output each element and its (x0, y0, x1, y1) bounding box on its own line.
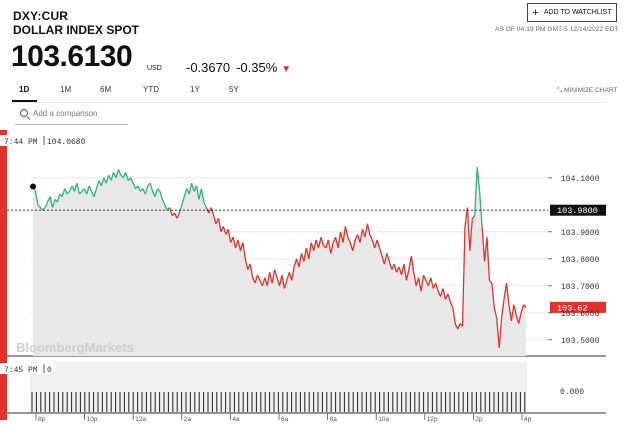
search-icon (20, 109, 28, 117)
x-tick-label: 2p (475, 416, 483, 423)
plus-icon: + (532, 6, 539, 19)
change-percent: -0.35% (236, 60, 278, 75)
minimize-chart-button[interactable]: ⤡ MINIMIZE CHART (557, 87, 617, 95)
x-tick-label: 10p (87, 416, 98, 423)
x-tick-label: 8a (330, 416, 338, 423)
last-value-label: 103.62 (557, 303, 588, 313)
active-tab-indicator (12, 100, 37, 102)
x-tick-label: 4a (232, 416, 240, 423)
tab-ytd[interactable]: YTD (143, 85, 159, 94)
as-of-timestamp: AS OF 04:19 PM GMT-5 12/14/2022 EDT (495, 26, 619, 33)
crosshair-dot (30, 183, 36, 190)
volume-bars (31, 392, 526, 412)
add-to-watchlist-button[interactable]: + ADD TO WATCHLIST (527, 3, 617, 22)
reference-value-label: 103.9800 (557, 206, 598, 216)
y-tick-label: 104.1000 (561, 175, 600, 184)
y-axis-ticks: 104.1000 103.9000 103.8000 103.7000 103.6000… (548, 175, 600, 346)
x-tick-label: 4p (524, 416, 532, 423)
price-chart[interactable]: 103.9800 103.62 104.1000 103.9000 103.8000… (0, 130, 630, 430)
comparison-underline (15, 124, 128, 125)
y-tick-label: 103.7000 (561, 283, 600, 292)
left-accent-bar (0, 130, 7, 420)
tab-1d[interactable]: 1D (19, 85, 30, 94)
x-axis-ticks: 8p 10p 12a 2a 4a 6a 8a 10a 12p 2p 4p (35, 413, 532, 423)
x-tick-label: 12p (427, 416, 438, 423)
tabs-divider (12, 102, 607, 103)
reference-value-tag: 103.9800 (550, 204, 606, 216)
x-tick-label: 8p (38, 416, 46, 423)
crosshair-readout-bg (0, 135, 92, 146)
x-tick-label: 6a (281, 416, 289, 423)
price-currency: USD (147, 65, 162, 72)
down-arrow-icon: ▼ (281, 64, 292, 75)
tab-5y[interactable]: 5Y (229, 85, 239, 94)
tab-6m[interactable]: 6M (100, 85, 112, 94)
volume-crosshair-value: 0 (47, 366, 52, 375)
ticker-symbol: DXY:CUR (13, 9, 69, 23)
range-tabs: 1D 1M 6M YTD 1Y 5Y (13, 85, 248, 99)
minimize-icon: ⤡ (557, 87, 565, 94)
volume-readout-bg (0, 363, 56, 374)
price-area-fill (33, 167, 526, 356)
crosshair-value: 104.0680 (47, 138, 86, 147)
volume-crosshair-time: 7:45 PM (4, 366, 38, 375)
tab-1y[interactable]: 1Y (190, 85, 200, 94)
last-price: 103.6130 (11, 40, 133, 73)
price-change: -0.3670 -0.35% ▼ (186, 60, 291, 75)
x-tick-label: 2a (184, 416, 192, 423)
y-tick-label: 103.9000 (561, 229, 600, 238)
instrument-name: DOLLAR INDEX SPOT (13, 23, 140, 37)
crosshair-time: 7:44 PM (4, 138, 38, 147)
bloomberg-watermark: BloombergMarkets (16, 340, 134, 355)
y-tick-label: 103.6000 (561, 310, 600, 319)
minimize-label: MINIMIZE CHART (564, 87, 618, 94)
watchlist-label: ADD TO WATCHLIST (543, 9, 612, 16)
y-tick-label: 103.8000 (561, 256, 600, 265)
x-tick-label: 12a (135, 416, 146, 423)
comparison-input[interactable] (33, 106, 128, 120)
x-tick-label: 10a (378, 416, 389, 423)
tab-1m[interactable]: 1M (60, 85, 72, 94)
last-value-tag: 103.62 (550, 301, 606, 313)
y-tick-label: 103.5000 (561, 337, 600, 346)
price-line-down (169, 207, 527, 348)
volume-tick-label: 0.000 (560, 388, 584, 397)
change-value: -0.3670 (186, 60, 231, 75)
